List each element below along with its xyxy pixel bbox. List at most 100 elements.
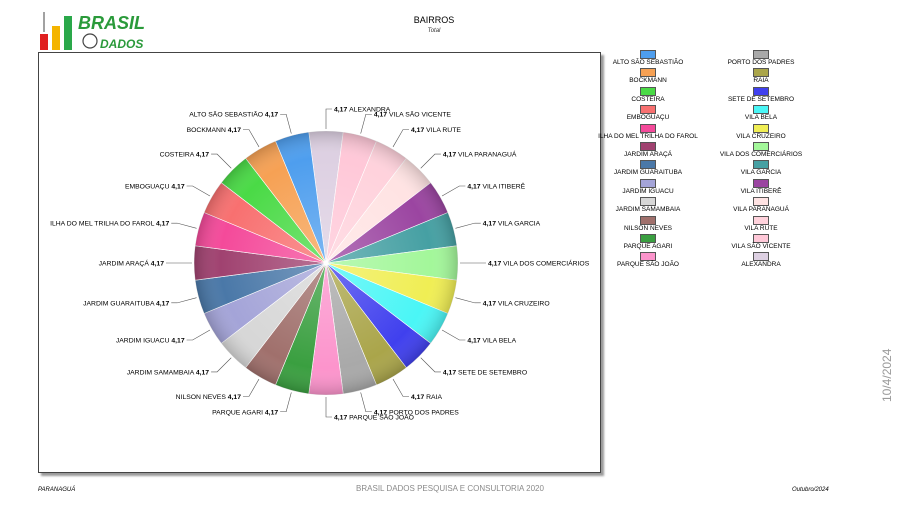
slice-label-18: JARDIM ARAÇÁ 4,17 [99, 259, 165, 268]
slice-label-16: JARDIM IGUACU 4,17 [116, 338, 185, 345]
slice-label-7: 4,17 VILA CRUZEIRO [483, 300, 550, 307]
legend-swatch [753, 252, 769, 262]
leader-line-19 [171, 222, 197, 229]
legend-item: ALTO SÃO SEBASTIÃO [588, 50, 708, 68]
legend-label: VILA ITIBERÊ [740, 187, 782, 195]
legend-swatch [753, 160, 769, 170]
leader-line-7 [455, 297, 481, 304]
slice-label-14: NILSON NEVES 4,17 [176, 394, 242, 401]
legend-item: VILA DOS COMERCIÁRIOS [701, 141, 821, 160]
legend-swatch [753, 123, 769, 133]
chart-frame: 4,17 ALEXANDRA 4,17 VILA SÃO VICENTE 4,17 … [38, 52, 601, 473]
legend-swatch [640, 86, 656, 96]
leader-line-20 [186, 185, 211, 197]
legend-label: RAIA [753, 77, 769, 85]
slice-label-13: PARQUE AGARI 4,17 [212, 409, 278, 416]
footer-brand: BRASIL DADOS PESQUISA E CONSULTORIA 2020 [356, 484, 544, 493]
slice-label-19: ILHA DO MEL TRILHA DO FAROL 4,17 [50, 221, 169, 228]
legend-swatch [753, 233, 769, 243]
legend-item: VILA RUTE [701, 215, 821, 234]
slice-label-17: JARDIM GUARAITUBA 4,17 [83, 300, 169, 307]
slice-label-3: 4,17 VILA PARANAGUÁ [443, 150, 517, 159]
logo-text-bottom: DADOS [100, 37, 143, 51]
legend-label: JARDIM ARAÇÁ [623, 150, 673, 158]
legend-swatch [640, 50, 656, 59]
leader-line-0 [325, 108, 332, 129]
legend-item: EMBOGUAÇU [588, 105, 708, 123]
legend-item: PORTO DOS PADRES [701, 50, 821, 68]
vertical-date: 10/4/2024 [880, 348, 894, 402]
slice-label-15: JARDIM SAMAMBAIA 4,17 [127, 369, 210, 376]
leader-line-23 [280, 113, 292, 134]
legend-swatch [640, 178, 656, 188]
legend-swatch [640, 197, 656, 207]
legend-label: VILA BELA [744, 114, 778, 122]
legend-item: JARDIM ARAÇÁ [588, 141, 708, 160]
legend-item: VILA GARCIA [701, 160, 821, 178]
pie-shading [194, 131, 458, 395]
legend-item: ALEXANDRA [701, 252, 821, 270]
legend-swatch [753, 105, 769, 115]
leader-line-9 [420, 357, 441, 373]
slice-label-8: 4,17 VILA BELA [467, 338, 516, 345]
legend-item: PARQUE SÃO JOÃO [588, 252, 708, 270]
leader-line-12 [325, 397, 332, 418]
legend-item: COSTEIRA [588, 86, 708, 105]
legend-label: SETE DE SETEMBRO [727, 95, 795, 103]
legend-swatch [753, 86, 769, 96]
legend-swatch [640, 252, 656, 262]
slice-label-6: 4,17 VILA DOS COMERCIÁRIOS [488, 259, 590, 268]
leader-line-22 [243, 129, 260, 148]
slice-label-5: 4,17 VILA GARCIA [483, 221, 541, 228]
legend-label: JARDIM SAMAMBAIA [615, 206, 681, 214]
leader-line-8 [441, 329, 466, 341]
legend-item: VILA PARANAGUÁ [701, 197, 821, 215]
slice-label-20: EMBOGUAÇU 4,17 [125, 184, 185, 191]
legend-column-right: PORTO DOS PADRES RAIA SETE DE SETEMBRO VILA… [701, 50, 821, 271]
leader-line-13 [280, 392, 292, 413]
legend-item: RAIA [701, 68, 821, 86]
legend-swatch [640, 233, 656, 243]
legend-item: JARDIM IGUACU [588, 178, 708, 197]
leader-line-4 [441, 185, 466, 197]
legend-swatch [640, 68, 656, 78]
legend-label: JARDIM IGUACU [622, 187, 674, 195]
legend-swatch [753, 141, 769, 151]
leader-line-14 [243, 378, 260, 397]
legend-item: JARDIM GUARAITUBA [588, 160, 708, 178]
legend-item: VILA SÃO VICENTE [701, 233, 821, 252]
slice-label-9: 4,17 SETE DE SETEMBRO [443, 369, 527, 376]
legend-label: ALEXANDRA [741, 261, 781, 269]
legend-item: VILA ITIBERÊ [701, 178, 821, 197]
legend-label: COSTEIRA [631, 95, 665, 103]
slice-label-21: COSTEIRA 4,17 [160, 152, 210, 159]
slice-label-12: 4,17 PARQUE SÃO JOÃO [334, 413, 414, 422]
legend-swatch [753, 50, 769, 59]
legend-swatch [753, 215, 769, 225]
legend-swatch [640, 123, 656, 133]
footer-month: Outubro/2024 [792, 487, 829, 493]
legend-label: NILSON NEVES [623, 224, 673, 232]
slice-label-2: 4,17 VILA RUTE [411, 127, 461, 134]
legend-item: VILA CRUZEIRO [701, 123, 821, 142]
leader-line-3 [420, 153, 441, 169]
leader-line-17 [171, 297, 197, 304]
legend-swatch [753, 178, 769, 188]
legend-item: JARDIM SAMAMBAIA [588, 197, 708, 215]
leader-line-11 [360, 392, 372, 413]
legend-label: VILA RUTE [744, 224, 778, 232]
legend-label: EMBOGUAÇU [626, 114, 670, 122]
legend-swatch [640, 160, 656, 170]
legend-label: VILA SÃO VICENTE [731, 242, 791, 250]
leader-line-21 [211, 153, 232, 169]
slice-label-0: 4,17 ALEXANDRA [334, 107, 391, 114]
leader-line-1 [360, 113, 372, 134]
footer-city: PARANAGUÁ [38, 487, 76, 493]
legend-item: NILSON NEVES [588, 215, 708, 234]
legend-label: ALTO SÃO SEBASTIÃO [612, 59, 684, 66]
slice-label-11: 4,17 PORTO DOS PADRES [374, 409, 459, 416]
leader-line-15 [211, 357, 232, 373]
slice-label-4: 4,17 VILA ITIBERÊ [467, 182, 525, 191]
legend-item: PARQUE AGARI [588, 233, 708, 252]
